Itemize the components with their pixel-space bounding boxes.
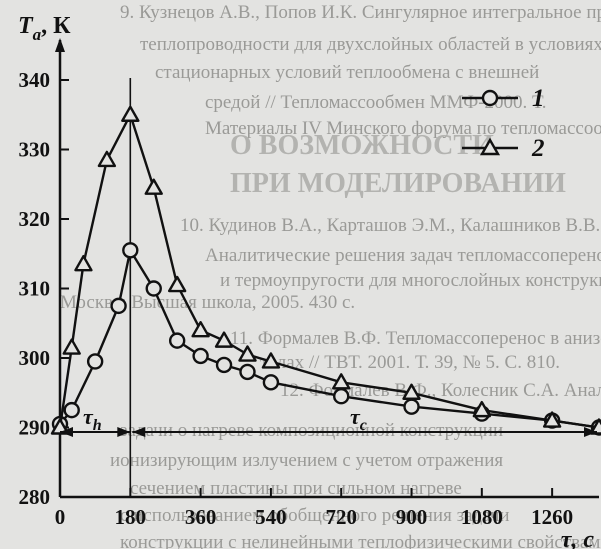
annotation-layer: τh τc	[60, 404, 597, 437]
span-label-symbol: τ	[350, 404, 361, 429]
span-label: τc	[350, 404, 367, 434]
data-point-circle	[63, 401, 80, 419]
data-point-circle	[262, 374, 280, 391]
data-point-triangle	[472, 400, 492, 418]
data-point-triangle	[121, 105, 140, 122]
series-2	[50, 105, 601, 435]
y-axis-title: Ta, К	[18, 13, 71, 44]
data-point-triangle	[238, 345, 257, 362]
data-point-circle	[239, 363, 256, 381]
y-tick-label: 340	[19, 68, 51, 92]
legend: 12	[462, 85, 545, 162]
legend-label: 1	[532, 85, 545, 112]
span-arrow-right	[584, 427, 597, 437]
data-point-triangle	[589, 418, 601, 435]
x-tick-label: 360	[185, 505, 217, 529]
y-tick-label: 280	[19, 485, 51, 509]
series-line	[58, 113, 600, 429]
series-layer	[50, 105, 601, 436]
data-point-circle	[110, 297, 127, 315]
data-point-circle	[192, 347, 209, 365]
x-tick-label: 900	[396, 505, 428, 529]
legend-marker-triangle	[479, 137, 501, 156]
y-tick-label: 290	[19, 416, 51, 440]
legend-item-2: 2	[462, 135, 545, 162]
span-label-symbol: τ	[83, 404, 94, 429]
tau-c-span	[132, 427, 597, 437]
y-axis-title-symbol: T	[18, 13, 34, 39]
axes: 280 290 300 310 320 330 340 0 180 360 540 720 900 108…	[18, 13, 599, 549]
data-point-triangle	[191, 321, 210, 338]
data-point-circle	[168, 332, 186, 349]
x-tick-label: 180	[115, 505, 147, 529]
span-arrow-left	[132, 427, 146, 437]
legend-label: 2	[531, 135, 545, 162]
span-label-subscript: c	[360, 417, 367, 434]
data-point-triangle	[167, 275, 187, 293]
data-point-triangle	[62, 338, 81, 355]
legend-marker-circle	[481, 89, 499, 107]
data-point-triangle	[74, 254, 93, 272]
y-tick-label: 310	[19, 277, 51, 301]
data-point-circle	[122, 242, 139, 259]
y-axis-arrow	[55, 38, 65, 52]
y-tick-label: 320	[19, 207, 51, 231]
x-tick-label: 0	[55, 505, 66, 529]
x-tick-label: 720	[325, 505, 357, 529]
y-axis-title-unit: , К	[41, 13, 71, 39]
y-tick-label: 330	[19, 138, 51, 162]
span-arrow-right	[117, 427, 131, 437]
data-point-triangle	[144, 178, 163, 195]
data-point-triangle	[214, 331, 234, 348]
data-point-circle	[145, 280, 162, 297]
y-tick-label: 300	[19, 346, 51, 370]
data-point-circle	[86, 353, 104, 370]
x-tick-label: 540	[255, 505, 287, 529]
series-line	[59, 249, 600, 429]
x-tick-label: 1260	[531, 505, 573, 529]
data-point-triangle	[332, 373, 351, 390]
x-axis-title: τ, с	[561, 527, 595, 549]
x-tick-label: 1080	[461, 505, 503, 529]
span-arrow-left	[60, 427, 73, 437]
data-point-circle	[333, 388, 350, 405]
y-axis-title-subscript: a	[33, 25, 42, 44]
series-1	[51, 242, 601, 436]
legend-item-1: 1	[462, 85, 545, 112]
data-point-circle	[403, 398, 420, 415]
data-point-triangle	[50, 418, 70, 435]
data-point-triangle	[97, 150, 117, 168]
data-point-triangle	[261, 352, 281, 369]
data-point-circle	[215, 356, 233, 374]
span-label-subscript: h	[93, 417, 102, 434]
data-point-triangle	[542, 411, 562, 428]
tau-h-span	[60, 427, 131, 437]
span-label: τh	[83, 404, 102, 434]
data-point-triangle	[402, 383, 421, 400]
